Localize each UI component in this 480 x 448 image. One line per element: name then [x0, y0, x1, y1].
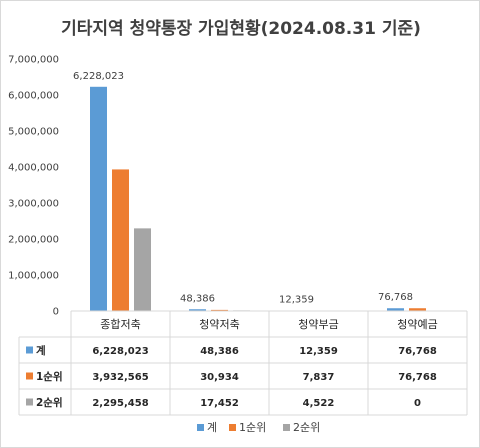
legend-swatch-2순위: [283, 424, 290, 431]
y-tick-label: 6,000,000: [8, 91, 59, 102]
table-cell: 7,837: [303, 372, 335, 383]
table-cell: 30,934: [200, 372, 239, 383]
series-key-1순위: [26, 372, 33, 380]
chart-title: 기타지역 청약통장 가입현황(2024.08.31 기준): [61, 18, 421, 39]
legend-label: 1순위: [239, 421, 266, 434]
y-tick-label: 3,000,000: [8, 199, 59, 210]
y-tick-label: 7,000,000: [8, 55, 59, 66]
table-cell: 76,768: [398, 372, 437, 383]
category-label: 청약예금: [397, 317, 437, 331]
table-cell: 0: [414, 398, 421, 409]
legend-label: 계: [207, 421, 217, 434]
y-axis: 0 1,000,000 2,000,000 3,000,000 4,000,000 5,0…: [8, 55, 59, 318]
data-label: 12,359: [279, 295, 314, 306]
table-cell: 6,228,023: [92, 346, 148, 357]
legend-swatch-1순위: [229, 424, 236, 431]
category-label: 종합저축: [100, 318, 140, 331]
table-cell: 76,768: [398, 346, 437, 357]
series-key-2순위: [26, 398, 33, 406]
bar-1순위-청약예금: [409, 308, 426, 311]
bar-계-종합저축: [90, 86, 107, 311]
data-labels: 6,228,023 48,386 12,359 76,768: [73, 71, 413, 306]
series-name: 1순위: [36, 370, 63, 383]
bars: [90, 86, 426, 311]
y-tick-label: 0: [53, 307, 59, 318]
bar-2순위-종합저축: [134, 228, 151, 311]
y-tick-label: 2,000,000: [8, 235, 59, 246]
bar-계-청약저축: [189, 309, 206, 311]
series-name: 2순위: [36, 396, 63, 409]
category-label: 청약저축: [199, 317, 239, 331]
series-key-계: [26, 346, 33, 354]
legend: 계 1순위 2순위: [197, 421, 320, 434]
bar-1순위-종합저축: [112, 169, 129, 311]
legend-label: 2순위: [293, 421, 320, 434]
table-cell: 48,386: [200, 346, 239, 357]
table-cell: 2,295,458: [92, 398, 148, 409]
bar-계-청약예금: [387, 308, 404, 311]
table-cell: 12,359: [299, 346, 338, 357]
y-tick-label: 5,000,000: [8, 127, 59, 138]
table-cell: 17,452: [200, 398, 239, 409]
category-label: 청약부금: [298, 317, 338, 331]
data-label: 6,228,023: [73, 71, 124, 82]
legend-swatch-계: [197, 424, 204, 431]
table-cell: 3,932,565: [92, 372, 148, 383]
data-label: 76,768: [378, 292, 413, 303]
table-cell: 4,522: [303, 398, 335, 409]
y-tick-label: 1,000,000: [8, 271, 59, 282]
series-name: 계: [36, 344, 46, 357]
bar-1순위-청약저축: [211, 309, 228, 311]
y-tick-label: 4,000,000: [8, 163, 59, 174]
data-label: 48,386: [180, 293, 215, 304]
